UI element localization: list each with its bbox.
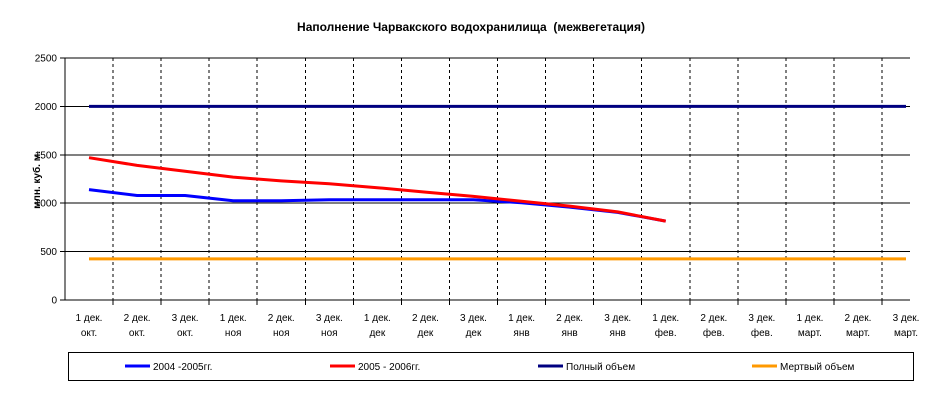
- x-tick-label: 2 дек.: [268, 313, 295, 324]
- x-tick-label: окт.: [129, 328, 145, 339]
- x-tick-label: окт.: [177, 328, 193, 339]
- x-tick-label: 2 дек.: [700, 313, 727, 324]
- series-line-2005-2006: [88, 156, 666, 223]
- y-tick-label: 1000: [35, 199, 58, 210]
- x-tick-label: 1 дек.: [508, 313, 535, 324]
- x-tick-label: 1 дек.: [652, 313, 679, 324]
- y-axis-label: млн. куб. м.: [31, 151, 43, 209]
- x-tick-label: фев.: [703, 327, 725, 339]
- x-tick-label: 3 дек.: [893, 313, 920, 324]
- x-tick-label: 3 дек.: [460, 313, 487, 324]
- y-tick-label: 0: [51, 296, 57, 307]
- y-tick-labels: 0 500 1000 1500 2000 2500: [35, 54, 58, 307]
- y-tick-label: 500: [40, 247, 57, 258]
- x-tick-label: янв: [610, 328, 626, 339]
- x-tick-label: 2 дек.: [412, 313, 439, 324]
- legend: 2004 -2005гг. 2005 - 2006гг. Полный объе…: [68, 352, 914, 381]
- legend-label-dead-volume: Мертвый объем: [780, 361, 855, 373]
- x-tick-label: 1 дек.: [364, 313, 391, 324]
- y-tick-label: 1500: [35, 150, 58, 161]
- x-tick-label: 1 дек.: [796, 313, 823, 324]
- x-tick-label: фев.: [655, 327, 677, 339]
- x-tick-label: янв: [513, 328, 529, 339]
- x-tick-label: 1 дек.: [220, 313, 247, 324]
- x-tick-label: ноя: [321, 328, 338, 339]
- x-tick-label: 3 дек.: [172, 313, 199, 324]
- chart-title: Наполнение Чарвакского водохранилища (ме…: [297, 20, 645, 34]
- x-tick-label: фев.: [751, 327, 773, 339]
- y-tick-label: 2500: [35, 54, 58, 65]
- x-tick-label: дек: [466, 328, 482, 339]
- x-tick-label: дек: [369, 328, 385, 339]
- legend-label-2005-2006: 2005 - 2006гг.: [358, 362, 420, 373]
- x-tick-labels: 1 дек. окт. 2 дек. окт. 3 дек. окт. 1 дек. ноя 2…: [76, 313, 920, 339]
- x-tick-label: 3 дек.: [748, 313, 775, 324]
- series-lines: [88, 104, 906, 261]
- x-tick-label: ноя: [273, 328, 290, 339]
- x-tick-label: дек: [418, 328, 434, 339]
- gridlines: [65, 57, 910, 300]
- x-tick-label: 3 дек.: [604, 313, 631, 324]
- x-tick-label: март.: [798, 328, 822, 339]
- x-tick-label: 2 дек.: [845, 313, 872, 324]
- x-tick-label: 3 дек.: [316, 313, 343, 324]
- legend-label-full-volume: Полный объем: [566, 361, 635, 373]
- x-tick-label: 1 дек.: [76, 313, 103, 324]
- x-tick-label: ноя: [225, 328, 242, 339]
- legend-label-2004-2005: 2004 -2005гг.: [153, 362, 212, 373]
- x-tick-label: март.: [846, 328, 870, 339]
- x-tick-label: янв: [561, 328, 577, 339]
- x-tick-label: окт.: [81, 328, 97, 339]
- x-tick-label: 2 дек.: [124, 313, 151, 324]
- y-tick-label: 2000: [35, 102, 58, 113]
- axes: [60, 57, 910, 305]
- x-tick-label: март.: [894, 328, 918, 339]
- series-line-2004-2005: [88, 188, 666, 223]
- x-tick-label: 2 дек.: [556, 313, 583, 324]
